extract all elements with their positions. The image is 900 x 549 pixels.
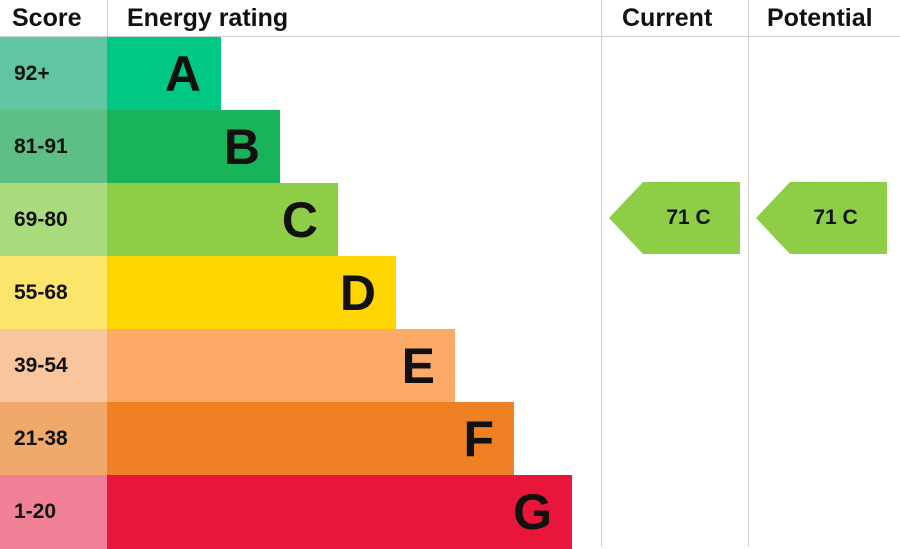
header-score: Score xyxy=(12,4,82,32)
score-range-d: 55-68 xyxy=(0,256,107,329)
potential-rating-label: 71 C xyxy=(813,206,858,229)
score-range-g: 1-20 xyxy=(0,475,107,549)
current-rating-label: 71 C xyxy=(666,206,711,229)
rating-bar-f: F xyxy=(107,402,514,475)
rating-bar-d: D xyxy=(107,256,396,329)
divider xyxy=(601,0,602,547)
header-divider xyxy=(0,36,900,37)
divider xyxy=(748,0,749,547)
header-energy-rating: Energy rating xyxy=(127,4,289,32)
current-arrow-shape xyxy=(609,182,740,254)
current-rating-arrow: 71 C xyxy=(609,182,740,254)
header-potential: Potential xyxy=(767,4,873,32)
rating-bar-c: C xyxy=(107,183,338,256)
score-range-f: 21-38 xyxy=(0,402,107,475)
divider xyxy=(107,0,108,37)
rating-bar-b: B xyxy=(107,110,280,183)
score-range-b: 81-91 xyxy=(0,110,107,183)
rating-bar-e: E xyxy=(107,329,455,402)
score-range-e: 39-54 xyxy=(0,329,107,402)
rating-bar-a: A xyxy=(107,37,221,110)
score-range-a: 92+ xyxy=(0,37,107,110)
potential-rating-arrow: 71 C xyxy=(756,182,887,254)
header-current: Current xyxy=(622,4,713,32)
rating-bar-g: G xyxy=(107,475,572,549)
potential-arrow-shape xyxy=(756,182,887,254)
score-range-c: 69-80 xyxy=(0,183,107,256)
